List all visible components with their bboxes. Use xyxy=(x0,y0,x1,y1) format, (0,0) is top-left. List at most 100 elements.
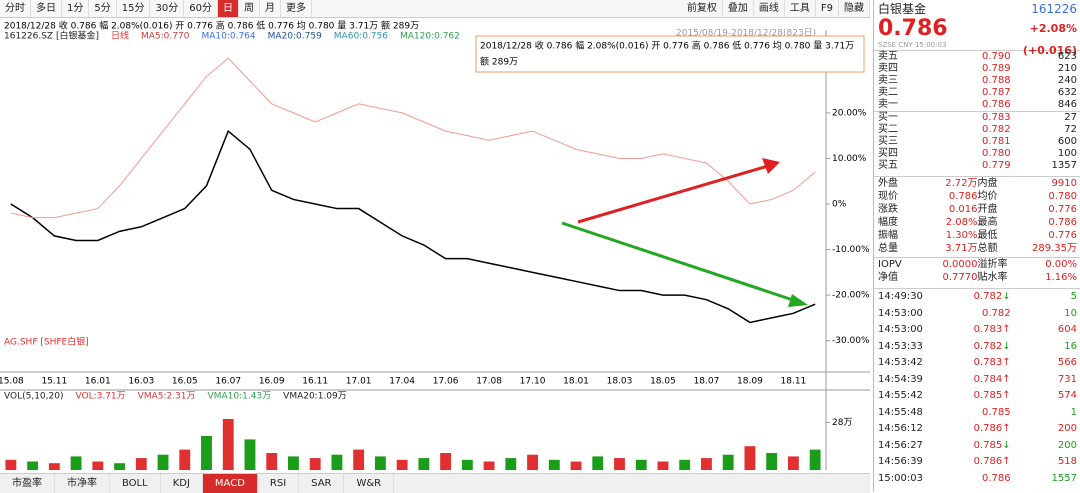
stats-row: 现价 0.786 均价 0.780 xyxy=(874,190,1080,203)
price-text: 0.784 xyxy=(973,373,1003,385)
direction: ↓ xyxy=(1002,291,1011,302)
volume-bar xyxy=(374,456,386,470)
volume-bar xyxy=(592,456,604,470)
volume-bar xyxy=(809,449,821,470)
tab[interactable]: RSI xyxy=(258,474,300,493)
tool-button[interactable]: F9 xyxy=(816,0,839,17)
label: 幅度 xyxy=(878,217,898,228)
trade-row: 14:55:48 0.785 1 xyxy=(874,405,1080,422)
price: 0.785 xyxy=(944,405,1011,422)
volume-bar xyxy=(331,454,343,470)
legend-text: VOL:3.71万 xyxy=(75,392,125,402)
period-button[interactable]: 月 xyxy=(260,0,281,17)
trade-row: 14:56:27 0.785↓ 200 xyxy=(874,438,1080,455)
price: 0.787 xyxy=(982,87,1011,98)
tool-button[interactable]: 工具 xyxy=(785,0,816,17)
trades: 14:49:30 0.782↓ 5 14:53:00 0.782 10 14:53:00 0.… xyxy=(874,288,1080,487)
time: 14:56:12 xyxy=(878,423,923,434)
volume: 604 xyxy=(1057,324,1077,335)
x-tick-label: 15.08 xyxy=(0,377,24,387)
tab[interactable]: W&R xyxy=(344,474,395,493)
label: 总额 xyxy=(977,243,998,254)
trade-row: 15:00:03 0.786 1557 xyxy=(874,471,1080,488)
tab[interactable]: SAR xyxy=(299,474,345,493)
price: 0.785↑ xyxy=(944,388,1011,405)
tab[interactable]: KDJ xyxy=(161,474,203,493)
period-button[interactable]: 更多 xyxy=(281,0,312,17)
volume-bar xyxy=(635,459,647,470)
x-tick-label: 16.09 xyxy=(259,377,285,387)
value: 0.7770 xyxy=(942,272,978,283)
tab[interactable]: MACD xyxy=(202,474,258,493)
time: 14:56:39 xyxy=(878,456,923,467)
volume: 72 xyxy=(1064,124,1077,135)
tool-button[interactable]: 叠加 xyxy=(723,0,754,17)
nav-row: 净值 0.7770 贴水率 1.16% xyxy=(874,271,1080,284)
volume: 574 xyxy=(1057,390,1077,401)
volume: 16 xyxy=(1064,340,1077,352)
period-button[interactable]: 1分 xyxy=(62,0,90,17)
price: 0.780 xyxy=(982,148,1011,159)
direction: ↑ xyxy=(1002,357,1011,368)
x-tick-label: 18.01 xyxy=(563,377,589,387)
label: 均价 xyxy=(977,191,998,202)
volume-bar xyxy=(135,458,147,470)
tab[interactable]: 市净率 xyxy=(55,474,110,493)
range-label: 2015/08/19-2018/12/28(823日) xyxy=(676,28,816,39)
period-button[interactable]: 分时 xyxy=(0,0,31,17)
stats: 外盘 2.72万 内盘 9910 现价 0.786 均价 0.780 涨跌 0.016 开盘 0.77… xyxy=(874,176,1080,255)
x-tick-label: 18.05 xyxy=(650,377,676,387)
x-tick-label: 18.09 xyxy=(737,377,763,387)
label: IOPV xyxy=(878,259,902,270)
price: 0.786 xyxy=(878,16,948,41)
volume: 210 xyxy=(1057,63,1077,74)
tab[interactable]: BOLL xyxy=(110,474,161,493)
tool-button[interactable]: 画线 xyxy=(754,0,785,17)
tab[interactable]: 市盈率 xyxy=(0,474,55,493)
title-row: 白银基金 161226 xyxy=(874,0,1080,18)
trade-row: 14:55:42 0.785↑ 574 xyxy=(874,388,1080,405)
time: 14:49:30 xyxy=(878,291,923,302)
volume-bar xyxy=(701,458,712,470)
label: 卖一 xyxy=(878,99,898,110)
nav-row: IOPV 0.0000 溢折率 0.00% xyxy=(874,258,1080,271)
volume-bar xyxy=(48,463,60,470)
volume-bar xyxy=(722,454,734,470)
period-button[interactable]: 多日 xyxy=(31,0,62,17)
price: 0.786↑ xyxy=(944,454,1011,471)
legend-text: MA10:0.764 xyxy=(201,32,255,42)
price: 0.783↑ xyxy=(944,322,1011,339)
volume-bar xyxy=(440,453,452,470)
y-tick-label: -20.00% xyxy=(832,291,870,301)
stock-name: 白银基金 xyxy=(878,2,927,16)
price: 0.783 xyxy=(982,112,1011,123)
value: 0.776 xyxy=(1048,230,1077,241)
meta-row: SZSE CNY 15:00:03 xyxy=(874,40,1080,50)
volume: 731 xyxy=(1057,373,1077,385)
period-button[interactable]: 周 xyxy=(239,0,260,17)
period-button[interactable]: 60分 xyxy=(184,0,218,17)
label: 卖二 xyxy=(878,87,898,98)
label: 卖三 xyxy=(878,75,898,86)
volume-bar xyxy=(201,436,212,470)
price: 0.790 xyxy=(982,51,1011,62)
period-button[interactable]: 15分 xyxy=(117,0,151,17)
y-tick-label: 20.00% xyxy=(832,108,867,118)
change: +2.08% (+0.016) xyxy=(1022,22,1077,57)
x-tick-label: 15.11 xyxy=(41,377,67,387)
tool-button[interactable]: 隐藏 xyxy=(839,0,870,17)
ask-row: 卖五 0.790 623 xyxy=(874,51,1080,63)
volume-bar xyxy=(266,453,278,470)
volume-bar xyxy=(614,458,625,470)
legend-text: MA60:0.756 xyxy=(334,32,388,42)
volume-bar xyxy=(548,459,560,470)
y-tick-label: 10.00% xyxy=(832,154,867,164)
stats-row: 振幅 1.30% 最低 0.776 xyxy=(874,229,1080,242)
tool-button[interactable]: 前复权 xyxy=(682,0,723,17)
bid-row: 买一 0.783 27 xyxy=(874,112,1080,124)
period-button[interactable]: 日 xyxy=(217,0,239,17)
volume-bar xyxy=(70,456,82,470)
x-tick-label: 17.08 xyxy=(476,377,502,387)
period-button[interactable]: 5分 xyxy=(89,0,117,17)
period-button[interactable]: 30分 xyxy=(150,0,185,17)
